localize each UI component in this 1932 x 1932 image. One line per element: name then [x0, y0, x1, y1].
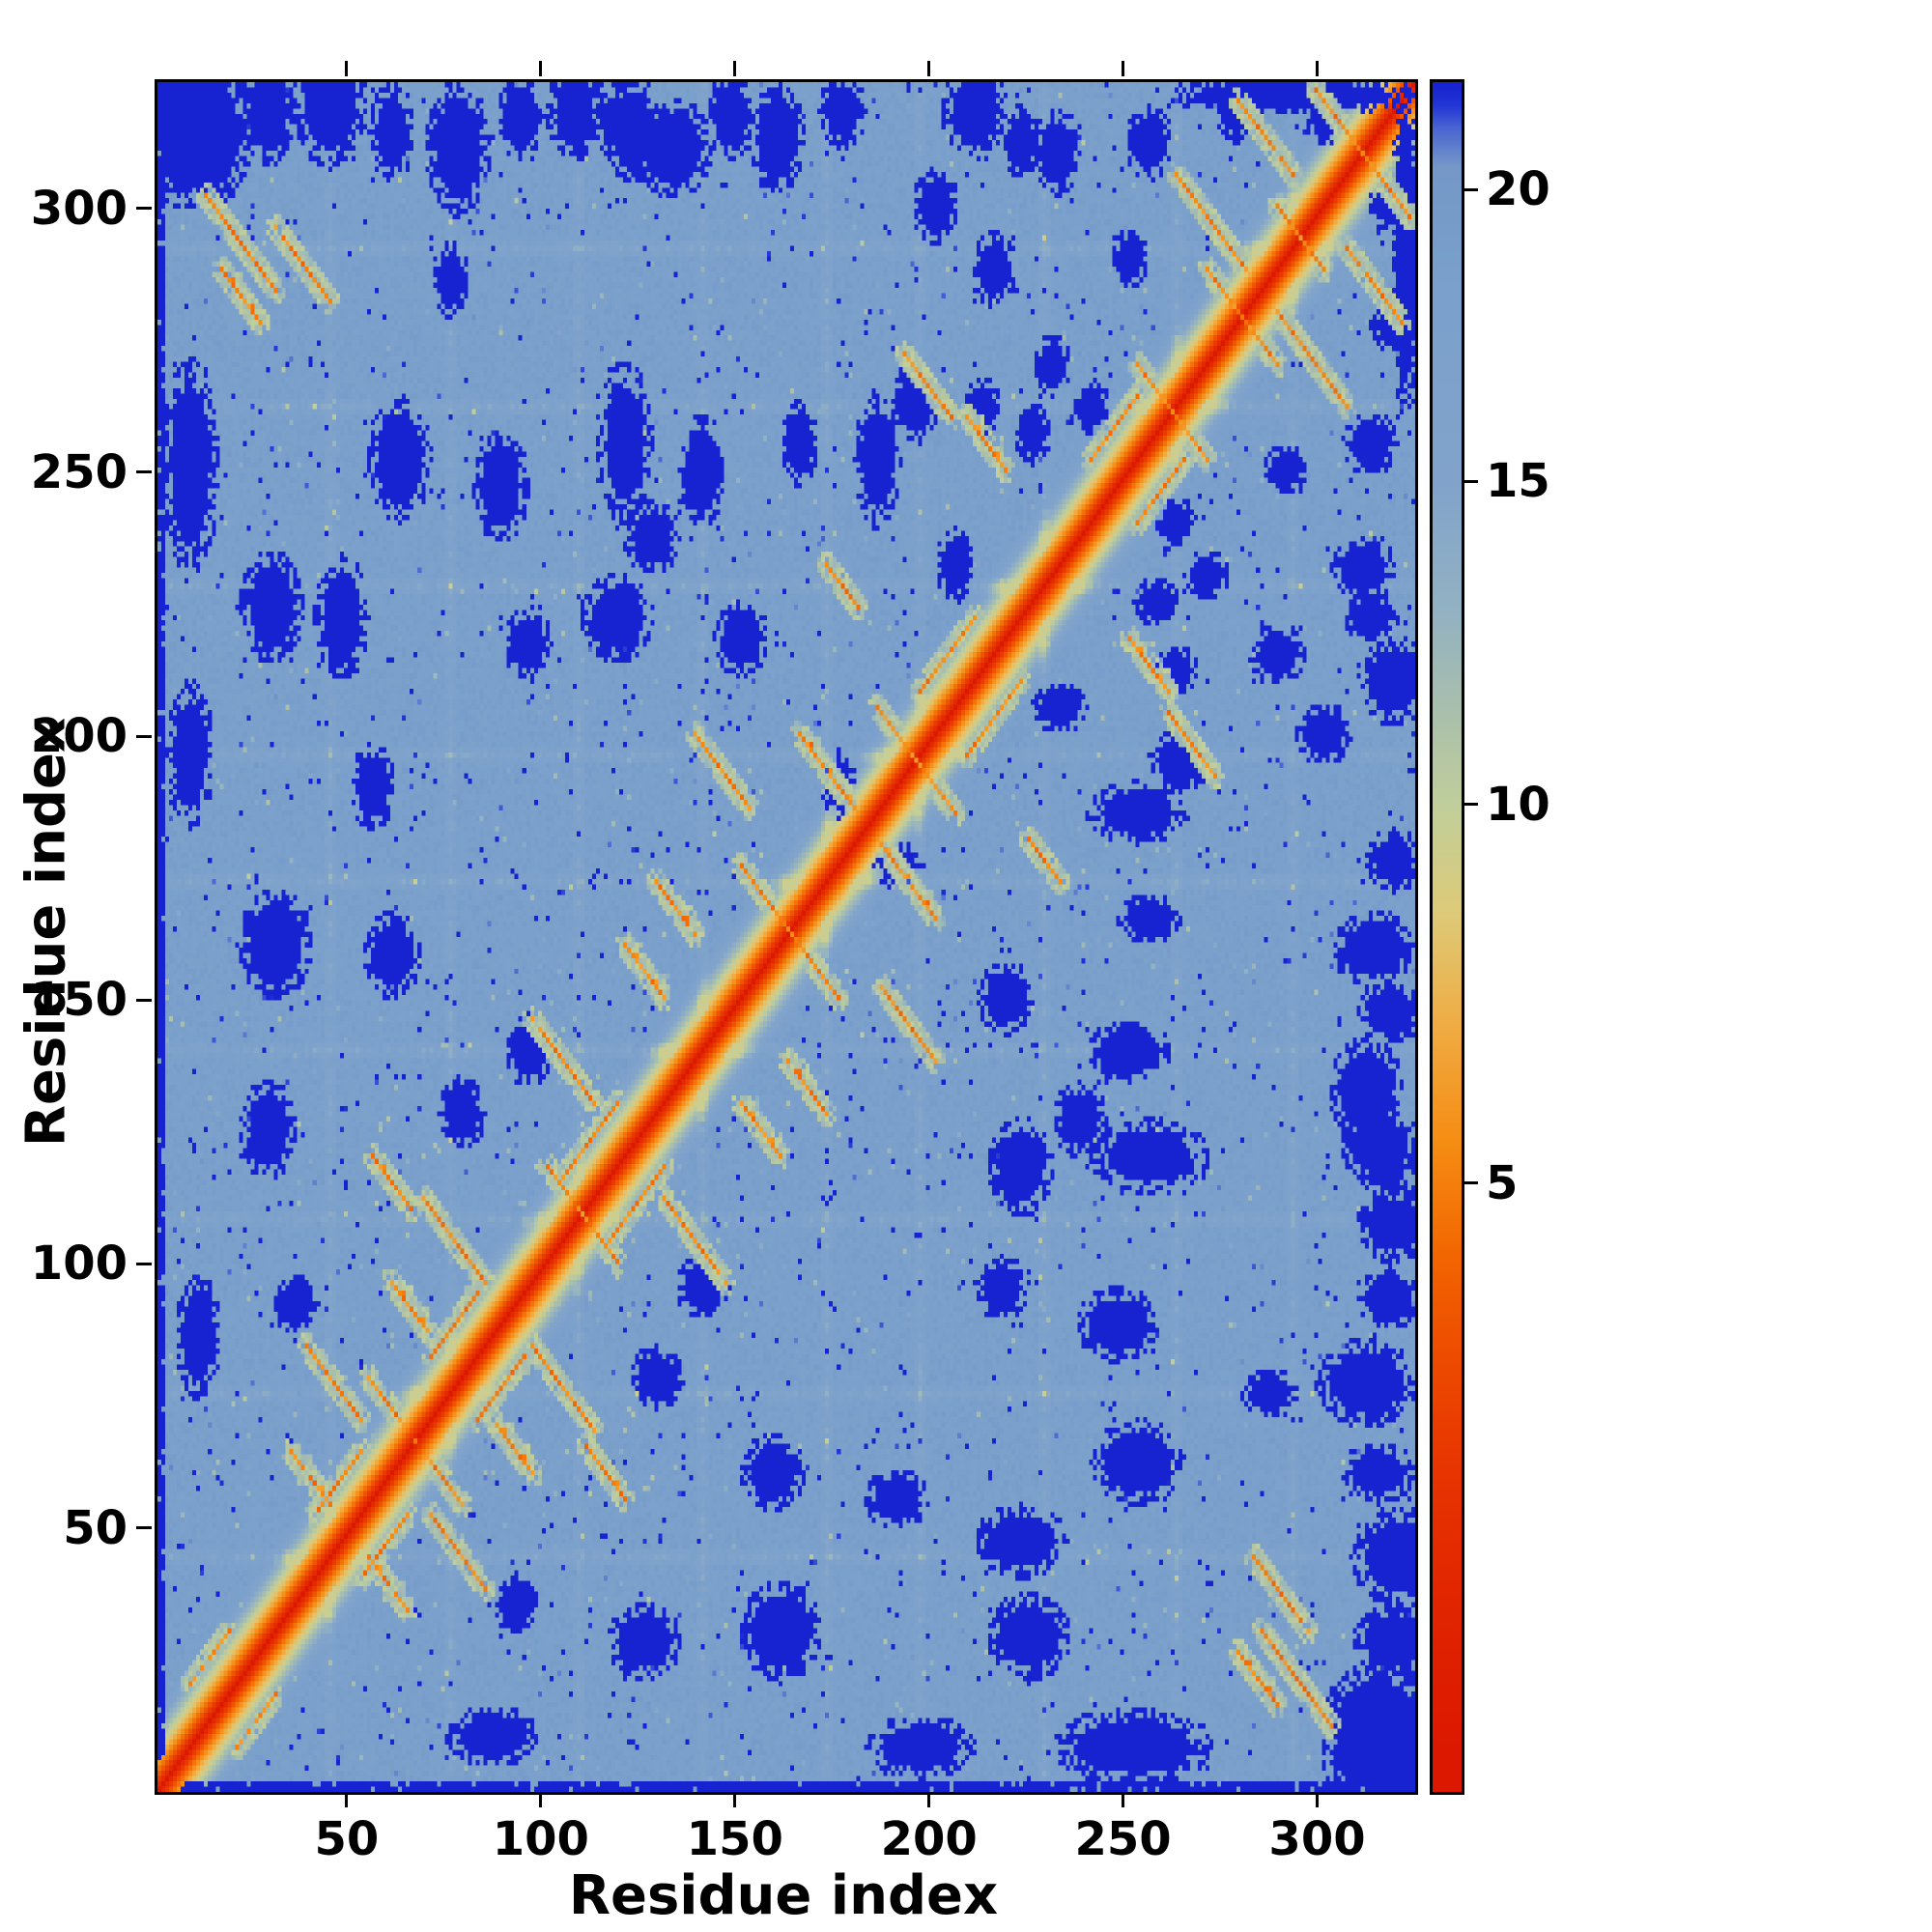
colorbar-tick-label: 5 [1486, 1155, 1519, 1210]
x-axis-tick-top [345, 61, 349, 76]
colorbar-tick [1464, 1181, 1478, 1185]
x-axis-tick [1316, 1792, 1320, 1807]
colorbar-tick [1464, 187, 1478, 191]
x-axis-tick [1122, 1792, 1125, 1807]
x-axis-tick-label: 300 [1268, 1812, 1366, 1866]
x-axis-tick-top [1122, 61, 1125, 76]
x-axis-tick-label: 50 [314, 1812, 380, 1866]
colorbar-tick [1464, 803, 1478, 807]
x-axis-tick-label: 150 [686, 1812, 783, 1866]
colorbar-tick-label: 10 [1486, 777, 1550, 832]
y-axis-tick-label: 300 [30, 181, 128, 236]
y-axis-tick-label: 200 [30, 709, 128, 764]
colorbar-tick-label: 15 [1486, 454, 1550, 509]
colorbar-tick [1464, 479, 1478, 483]
x-axis-title: Residue index [568, 1864, 999, 1927]
x-axis-tick [345, 1792, 349, 1807]
x-axis-tick-top [733, 61, 737, 76]
y-axis-tick [136, 1526, 152, 1530]
colorbar-tick-label: 20 [1486, 162, 1550, 217]
colorbar-canvas [1433, 82, 1462, 1792]
x-axis-tick-label: 200 [880, 1812, 978, 1866]
y-axis-tick [136, 734, 152, 738]
y-axis-tick-label: 50 [63, 1500, 128, 1555]
y-axis-tick-label: 250 [30, 444, 128, 499]
y-axis-tick [136, 470, 152, 474]
y-axis-tick-label: 100 [30, 1236, 128, 1292]
x-axis-tick-label: 100 [492, 1812, 589, 1866]
x-axis-tick-top [1316, 61, 1320, 76]
x-axis-tick-label: 250 [1074, 1812, 1172, 1866]
y-axis-tick [136, 1262, 152, 1265]
y-axis-tick [136, 207, 152, 211]
heatmap-canvas [157, 82, 1415, 1792]
colorbar [1430, 79, 1464, 1795]
y-axis-tick [136, 998, 152, 1002]
x-axis-tick [927, 1792, 931, 1807]
x-axis-tick [733, 1792, 737, 1807]
x-axis-tick-top [927, 61, 931, 76]
y-axis-title: Residue index [14, 717, 78, 1148]
x-axis-tick-top [539, 61, 543, 76]
heatmap-plot [155, 79, 1418, 1795]
y-axis-tick-label: 150 [30, 973, 128, 1028]
x-axis-tick [539, 1792, 543, 1807]
